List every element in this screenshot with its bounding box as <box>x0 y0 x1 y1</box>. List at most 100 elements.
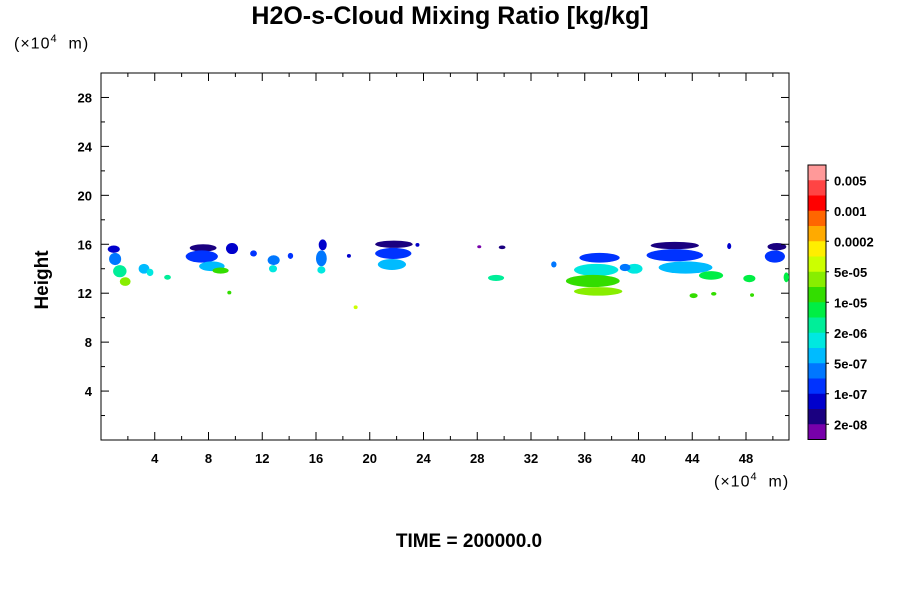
y-tick-label: 28 <box>78 90 92 105</box>
x-tick-label: 28 <box>470 451 484 466</box>
colorbar-label: 2e-08 <box>834 417 867 432</box>
x-unit-prefix: (×10 <box>714 473 751 491</box>
y-unit-label: (×104 m) <box>14 33 89 53</box>
colorbar-swatch <box>808 348 826 364</box>
x-tick-label: 20 <box>363 451 377 466</box>
x-unit-exponent: 4 <box>750 471 758 483</box>
x-tick-label: 44 <box>685 451 700 466</box>
chart-title: H2O-s-Cloud Mixing Ratio [kg/kg] <box>251 2 649 30</box>
cloud-patch <box>189 244 217 252</box>
cloud-patch <box>477 245 482 249</box>
cloud-patch <box>574 287 623 296</box>
colorbar-swatch <box>808 332 826 349</box>
cloud-patch <box>551 261 557 268</box>
y-unit-exponent: 4 <box>50 33 58 45</box>
cloud-patch <box>267 255 280 266</box>
x-tick-label: 40 <box>631 451 645 466</box>
y-tick-label: 4 <box>85 384 93 399</box>
cloud-patch <box>316 250 327 267</box>
cloud-field <box>107 239 789 310</box>
colorbar-label: 1e-07 <box>834 387 867 402</box>
cloud-patch <box>346 254 351 258</box>
cloud-patch <box>375 240 413 248</box>
y-tick-label: 8 <box>85 335 92 350</box>
cloud-patch <box>767 243 787 251</box>
x-tick-label: 24 <box>416 451 431 466</box>
x-tick-label: 36 <box>578 451 592 466</box>
colorbar-label: 1e-05 <box>834 295 867 310</box>
x-tick-label: 8 <box>205 451 212 466</box>
x-tick-label: 4 <box>151 451 159 466</box>
cloud-patch <box>225 243 239 255</box>
colorbar-swatch <box>808 210 826 227</box>
colorbar-label: 5e-07 <box>834 356 867 371</box>
colorbar-swatch <box>808 409 826 425</box>
cloud-patch <box>565 274 620 288</box>
cloud-patch <box>164 274 171 280</box>
y-tick-label: 12 <box>78 286 92 301</box>
cloud-patch <box>658 261 713 274</box>
y-unit-prefix: (×10 <box>14 35 51 53</box>
cloud-patch <box>689 293 698 299</box>
cloud-patch <box>138 263 150 274</box>
cloud-patch <box>377 258 407 270</box>
y-tick-label: 24 <box>78 139 93 154</box>
colorbar: 0.005 0.001 0.0002 5e-05 1e-05 2e-06 5e-07 1e-0… <box>807 164 874 440</box>
cloud-patch <box>698 271 724 280</box>
cloud-patch <box>268 265 278 273</box>
x-tick-label: 12 <box>255 451 269 466</box>
cloud-patch <box>212 267 229 274</box>
cloud-patch <box>579 252 620 263</box>
colorbar-label: 2e-06 <box>834 326 867 341</box>
colorbar-swatch <box>808 287 826 303</box>
cloud-patch <box>185 250 218 263</box>
colorbar-label: 0.0002 <box>834 234 874 249</box>
y-unit-suffix: m) <box>57 35 90 53</box>
colorbar-label: 0.005 <box>834 173 867 188</box>
x-tick-label: 48 <box>739 451 753 466</box>
cloud-patch <box>317 266 326 274</box>
colorbar-swatch <box>808 195 826 212</box>
cloud-patch <box>488 274 505 281</box>
y-tick-label: 16 <box>78 237 92 252</box>
cloud-patch <box>619 263 631 272</box>
cloud-patch <box>113 265 127 278</box>
cloud-patch <box>743 274 756 283</box>
colorbar-swatch <box>808 256 826 273</box>
cloud-patch <box>498 245 506 250</box>
cloud-patch <box>227 290 232 295</box>
x-unit-suffix: m) <box>757 473 790 491</box>
colorbar-swatch <box>808 317 826 334</box>
cloud-patch <box>750 293 755 297</box>
cloud-patch <box>646 249 703 262</box>
x-unit-label: (×104 m) <box>714 471 789 491</box>
cloud-patch <box>626 263 643 274</box>
colorbar-swatch <box>808 241 826 257</box>
colorbar-swatch <box>808 378 826 395</box>
cloud-patch <box>146 268 154 277</box>
x-tick-label: 32 <box>524 451 538 466</box>
colorbar-swatch <box>808 424 826 440</box>
colorbar-label: 5e-05 <box>834 265 867 280</box>
cloud-patch <box>109 252 122 266</box>
cloud-patch <box>250 250 257 257</box>
colorbar-swatch <box>808 363 826 379</box>
cloud-patch <box>711 291 717 296</box>
colorbar-swatch <box>808 302 826 318</box>
cloud-patch <box>650 241 699 250</box>
colorbar-swatch <box>808 226 826 242</box>
time-label: TIME = 200000.0 <box>395 531 543 552</box>
cloud-patch <box>353 305 358 310</box>
x-tick-label: 16 <box>309 451 323 466</box>
cloud-patch <box>119 277 131 286</box>
colorbar-swatch <box>808 180 826 196</box>
cloud-patch <box>574 263 619 277</box>
cloud-patch <box>783 272 789 283</box>
cloud-patch <box>764 250 785 263</box>
cloud-patch <box>318 239 327 251</box>
cloud-patch <box>107 245 120 253</box>
cloud-patch <box>287 252 294 259</box>
cloud-patch <box>727 243 732 250</box>
